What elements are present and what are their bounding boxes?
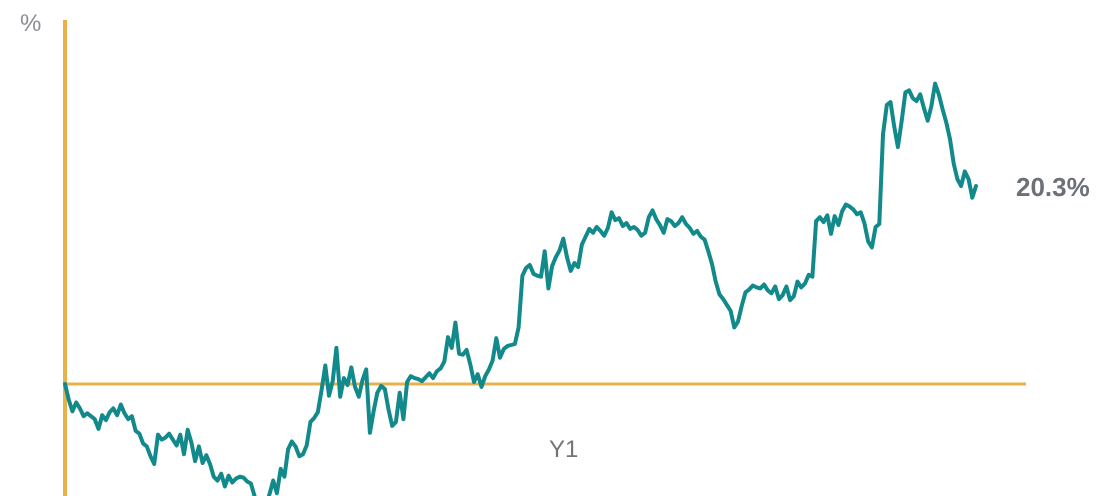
series-group <box>63 81 978 496</box>
series-line <box>63 81 978 496</box>
y-axis-label: % <box>20 10 42 37</box>
axes <box>63 20 1026 496</box>
x-tick-label: Y1 <box>549 436 579 463</box>
end-value-label: 20.3% <box>1016 172 1090 202</box>
